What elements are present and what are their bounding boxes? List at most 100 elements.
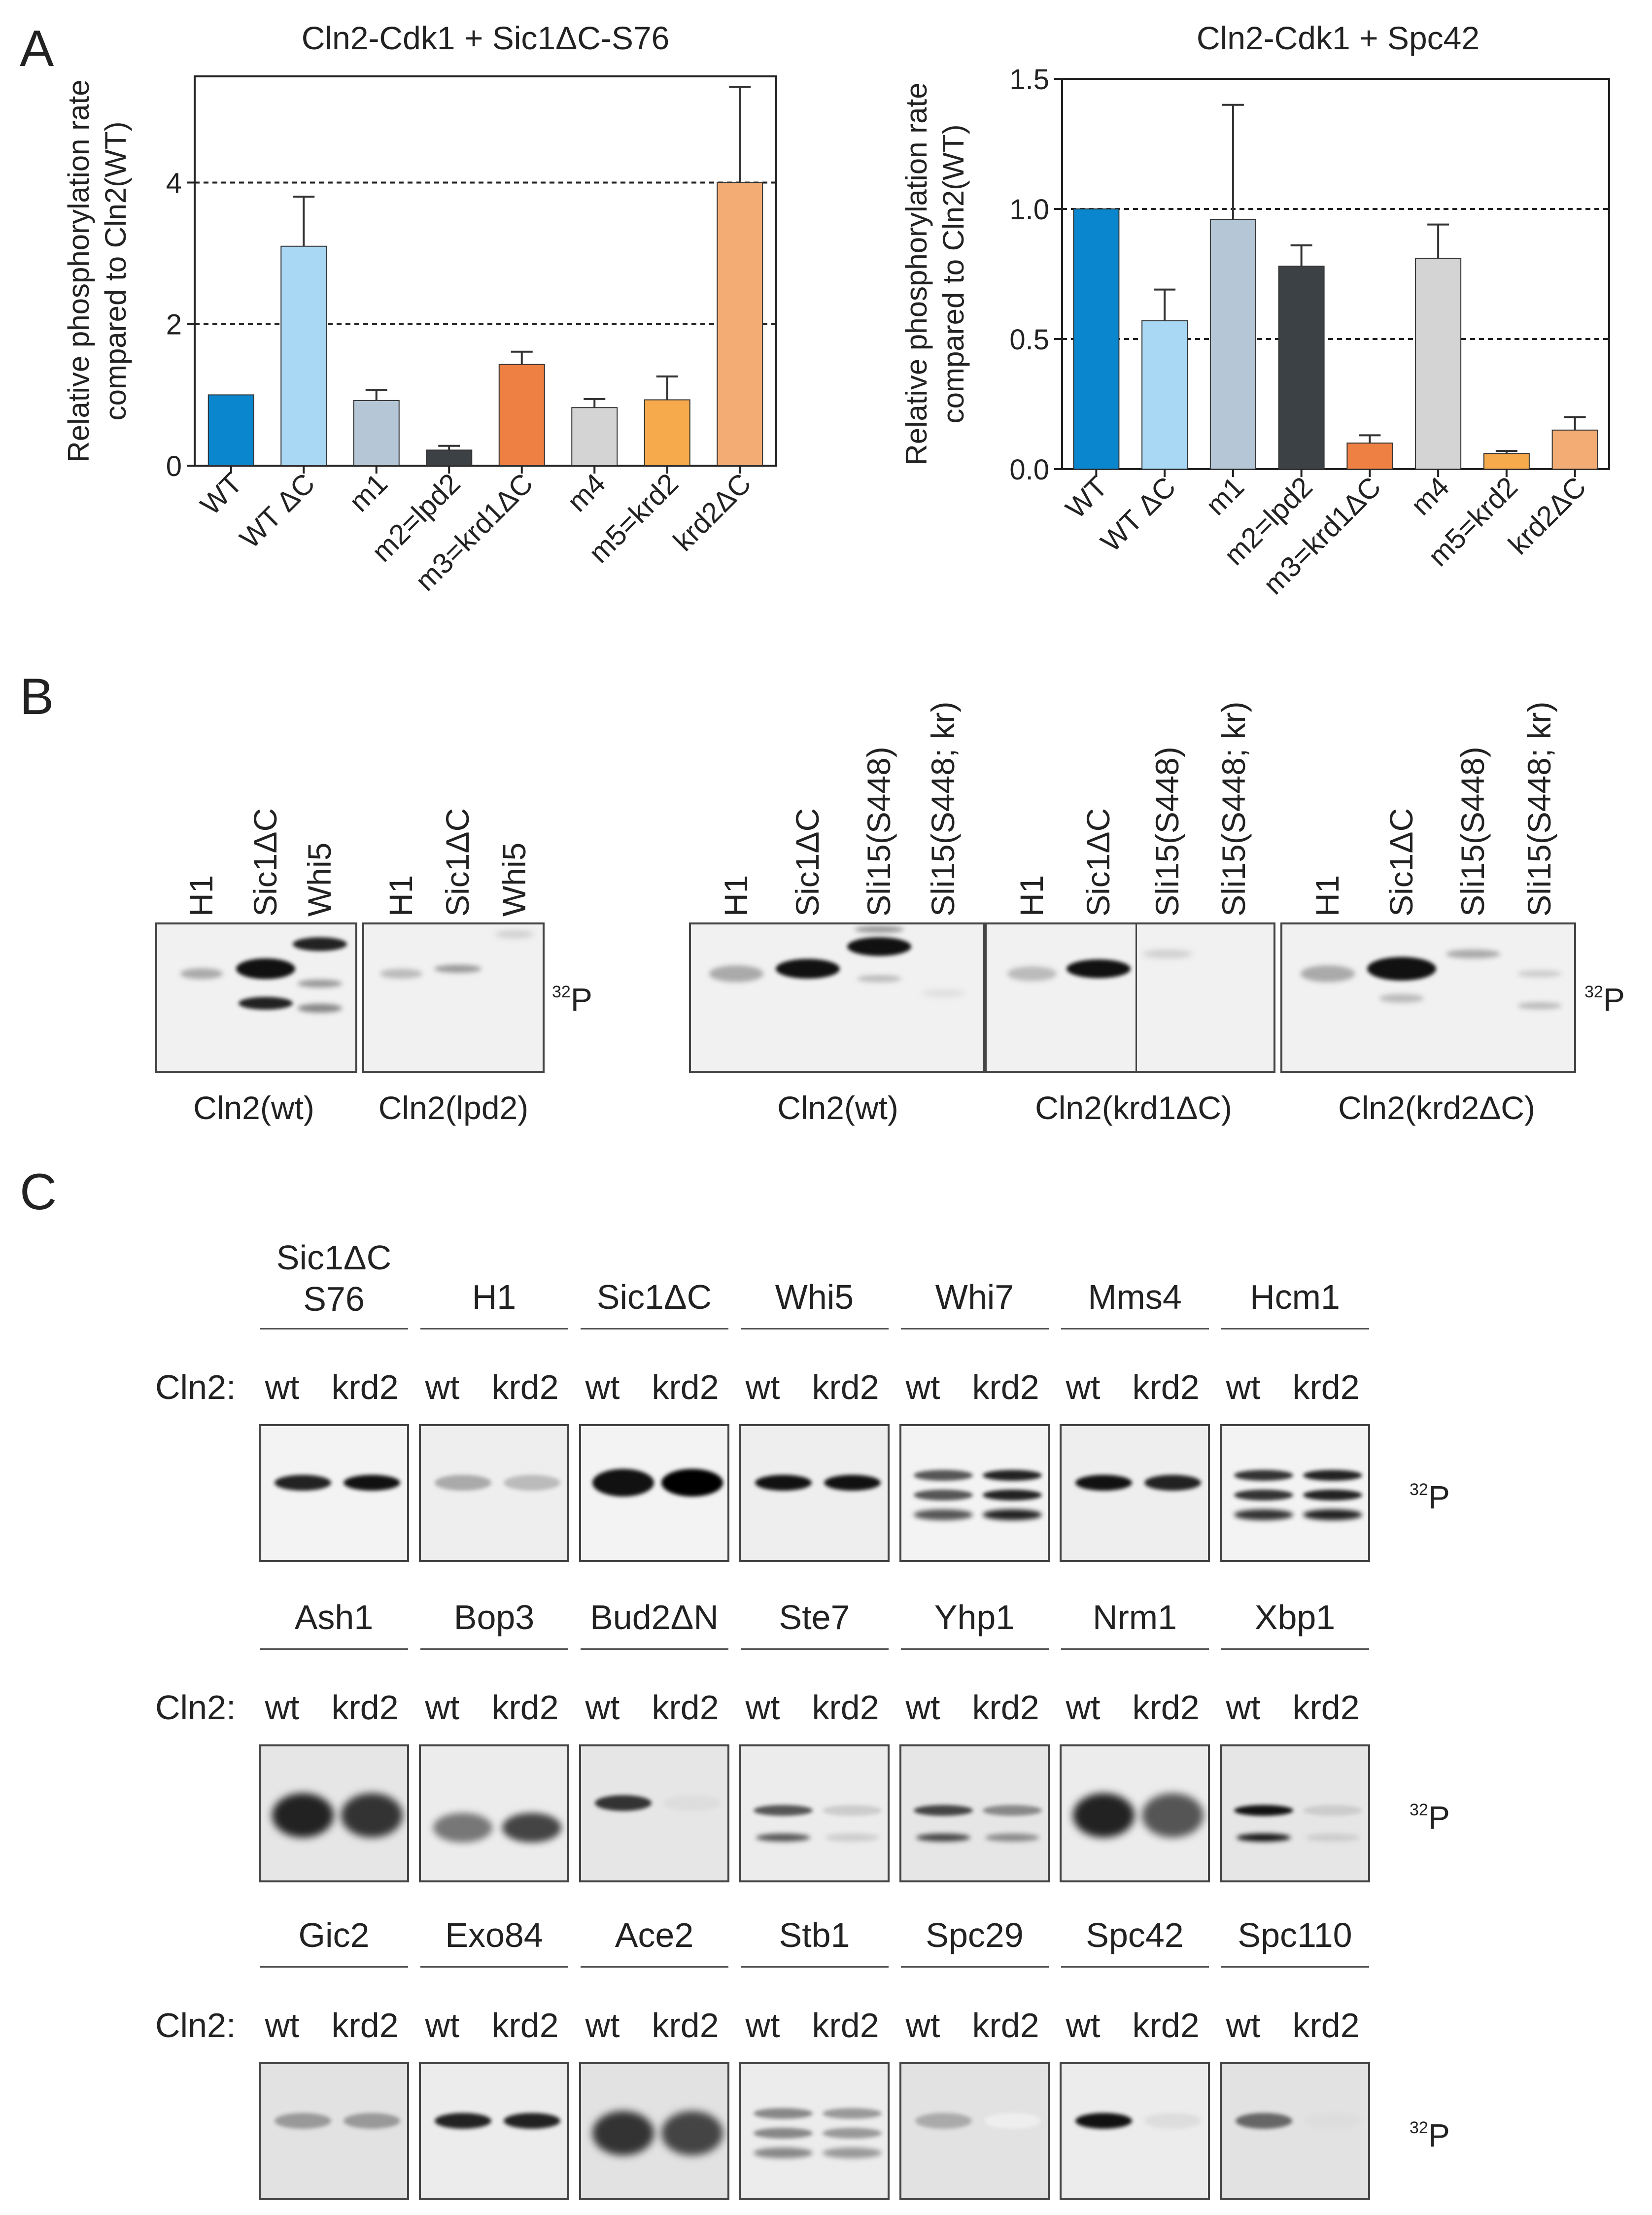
substrate-title-line: Bud2ΔN	[590, 1598, 719, 1636]
substrate-title-line: Ste7	[779, 1598, 850, 1636]
substrate-title-line: Mms4	[1088, 1278, 1182, 1316]
title-underline	[900, 1328, 1049, 1329]
cln2-label: Cln2:	[155, 1688, 236, 1727]
gel-band	[1304, 2113, 1361, 2129]
gel-blot	[899, 2062, 1050, 2200]
wt-label: wt	[905, 1368, 940, 1406]
gel-band	[1234, 1509, 1293, 1520]
substrate-title: Sic1ΔC S76	[236, 1237, 433, 1320]
lane-label: Sli15(S448; kr)	[1521, 701, 1557, 917]
bar	[1551, 429, 1598, 470]
wt-label: wt	[425, 1368, 460, 1406]
krd2-label: krd2	[1132, 1368, 1200, 1406]
wt-label: wt	[1066, 2006, 1101, 2045]
gel-band	[914, 1509, 973, 1520]
substrate-title: Yhp1	[876, 1597, 1073, 1638]
p32-label: 32P	[1410, 1799, 1450, 1836]
gel-blot	[1220, 2062, 1370, 2200]
gel-blot	[579, 1744, 729, 1882]
gel-blot	[899, 1424, 1050, 1562]
panel-letter-a: A	[20, 20, 54, 77]
gel-band	[825, 1834, 879, 1841]
gel-band	[274, 2113, 331, 2129]
gel-band	[592, 2111, 654, 2155]
krd2-label: krd2	[972, 2006, 1039, 2045]
gel-band	[1306, 1834, 1360, 1841]
gel-band	[1517, 970, 1562, 977]
wt-label: wt	[1066, 1368, 1101, 1406]
gel-blot	[689, 922, 985, 1073]
substrate-title: Nrm1	[1036, 1597, 1234, 1638]
gel-band	[298, 980, 342, 988]
gel-band	[709, 965, 763, 982]
wt-label: wt	[1226, 1368, 1261, 1406]
gel-band	[272, 1793, 334, 1838]
gel-blot	[362, 922, 545, 1073]
gel-band	[434, 2113, 491, 2129]
title-underline	[580, 1328, 728, 1329]
blot-caption: Cln2(wt)	[193, 1090, 314, 1126]
gel-band	[754, 2108, 813, 2119]
lane-label: Sic1ΔC	[439, 808, 476, 917]
gel-band	[1237, 1834, 1291, 1841]
gel-band	[754, 2147, 813, 2158]
chart-spc42: Cln2-Cdk1 + Spc42 Relative phosphorylatio…	[900, 20, 1610, 601]
x-tick-label: WT	[194, 467, 248, 521]
gel-band	[343, 1475, 400, 1491]
gel-band	[1072, 1793, 1135, 1838]
gel-band	[1234, 1490, 1293, 1500]
gel-blot	[1060, 2062, 1210, 2200]
gel-band	[754, 2128, 813, 2139]
y-axis-label-line1: Relative phosphorylation rate	[900, 82, 933, 465]
wt-label: wt	[585, 1368, 620, 1406]
gel-band	[1234, 1805, 1293, 1816]
substrate-title-line: Exo84	[445, 1916, 543, 1954]
y-tick-label: 1.0	[1009, 194, 1049, 226]
x-tick-label: WT ΔC	[234, 467, 321, 554]
gel-band	[1141, 1793, 1204, 1838]
title-underline	[1061, 1328, 1209, 1329]
gel-band	[503, 2113, 560, 2129]
gel-band	[857, 975, 901, 982]
substrate-title-line: Whi5	[775, 1278, 854, 1316]
gel-band	[663, 1795, 721, 1811]
gel-blot	[419, 2062, 569, 2200]
wt-label: wt	[265, 2006, 300, 2045]
gel-band	[914, 1805, 973, 1816]
substrate-title-line: Spc29	[926, 1916, 1024, 1954]
gel-band	[1144, 2113, 1201, 2129]
gel-blot	[259, 1424, 409, 1562]
krd2-label: krd2	[331, 2006, 399, 2045]
substrate-title: Ste7	[716, 1597, 913, 1638]
substrate-title-line: Ash1	[294, 1598, 374, 1636]
gel-band	[1234, 1470, 1293, 1481]
wt-label: wt	[425, 1688, 460, 1727]
substrate-title-line: Gic2	[298, 1916, 370, 1954]
title-underline	[420, 1648, 568, 1650]
gel-blot	[899, 1744, 1050, 1882]
gel-band	[983, 1805, 1042, 1816]
x-tick-label: m1	[343, 467, 394, 518]
gel-band	[985, 1834, 1039, 1841]
substrate-title-line: S76	[303, 1280, 365, 1318]
substrate-title-line: Spc110	[1238, 1916, 1352, 1954]
gel-band	[1144, 1475, 1201, 1491]
gel-band	[503, 1475, 560, 1491]
lane-label: Sli15(S448; kr)	[1215, 701, 1252, 917]
gel-band	[1446, 950, 1500, 958]
gel-band	[1303, 1470, 1362, 1481]
lane-label: Sic1ΔC	[1080, 808, 1116, 917]
title-underline	[1221, 1328, 1369, 1329]
gel-band	[1143, 950, 1192, 958]
substrate-title: Spc42	[1036, 1914, 1234, 1956]
gel-band	[380, 969, 422, 979]
lane-label: Sic1ΔC	[1383, 808, 1419, 917]
gel-band	[236, 958, 295, 979]
gel-band	[661, 2111, 723, 2155]
blot-caption: Cln2(lpd2)	[378, 1090, 529, 1126]
gel-band	[594, 1795, 652, 1811]
title-underline	[420, 1966, 568, 1968]
panel-letter-c: C	[20, 1163, 57, 1221]
substrate-title: Spc110	[1197, 1914, 1394, 1956]
lane-label: H1	[183, 875, 219, 917]
